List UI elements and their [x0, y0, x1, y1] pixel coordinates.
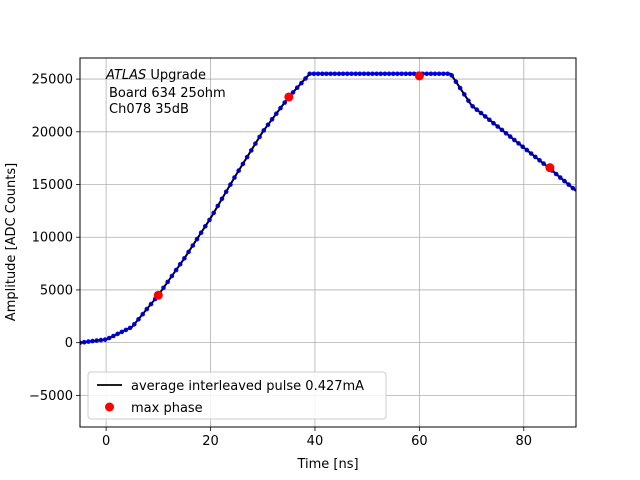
legend-marker-swatch — [105, 402, 114, 412]
y-tick-label: 15000 — [32, 178, 73, 193]
average-pulse-line-overlay — [80, 73, 576, 344]
annotation-line-1: ATLAS Upgrade — [105, 68, 206, 83]
max-phase-point — [284, 92, 294, 102]
x-tick-label: 0 — [102, 434, 110, 449]
x-axis-ticks: 0 20 40 60 80 — [102, 427, 532, 449]
atlas-label: ATLAS — [105, 68, 146, 83]
x-tick-label: 20 — [202, 434, 219, 449]
upgrade-label: Upgrade — [146, 68, 206, 83]
y-tick-label: 20000 — [32, 125, 73, 140]
y-tick-label: 0 — [65, 336, 73, 351]
max-phase-point — [153, 290, 163, 300]
max-phase-point — [414, 71, 424, 81]
annotation-line-3: Ch078 35dB — [109, 102, 189, 117]
y-tick-label: −5000 — [29, 389, 73, 404]
x-axis-label: Time [ns] — [296, 457, 358, 472]
x-tick-label: 40 — [307, 434, 324, 449]
y-tick-label: 10000 — [32, 231, 73, 246]
annotation-line-2: Board 634 25ohm — [109, 86, 226, 101]
y-axis-label: Amplitude [ADC Counts] — [4, 163, 19, 321]
legend-entry-max-phase: max phase — [131, 401, 203, 416]
plot-data — [80, 71, 576, 345]
x-tick-label: 80 — [516, 434, 533, 449]
y-tick-label: 5000 — [40, 283, 73, 298]
max-phase-point — [545, 163, 555, 173]
x-tick-label: 60 — [411, 434, 428, 449]
axes-frame — [79, 57, 577, 428]
annotation: ATLAS Upgrade Board 634 25ohm Ch078 35dB — [105, 68, 226, 117]
y-axis-ticks: −5000 0 5000 10000 15000 20000 25000 — [29, 73, 80, 404]
legend: average interleaved pulse 0.427mA max ph… — [87, 371, 387, 420]
legend-entry-average: average interleaved pulse 0.427mA — [131, 379, 364, 394]
legend-box — [87, 371, 387, 420]
y-tick-label: 25000 — [32, 73, 73, 88]
